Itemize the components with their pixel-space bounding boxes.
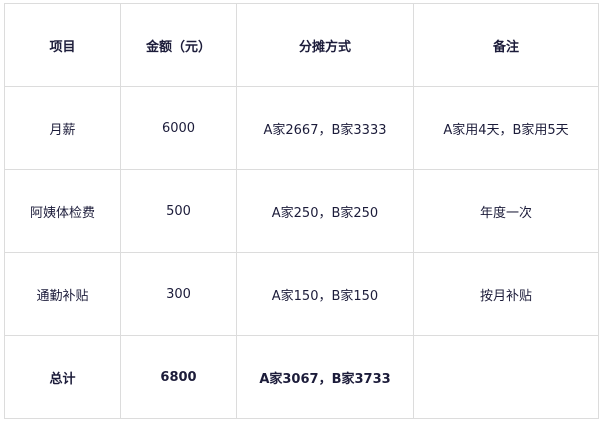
header-notes: 备注 — [413, 3, 599, 87]
cell-amount: 500 — [120, 169, 237, 253]
total-amount: 6800 — [120, 335, 237, 419]
cell-notes: A家用4天，B家用5天 — [413, 86, 599, 170]
header-split-method: 分摊方式 — [236, 3, 414, 87]
total-notes — [413, 335, 599, 419]
cell-amount: 6000 — [120, 86, 237, 170]
cell-split: A家2667，B家3333 — [236, 86, 414, 170]
total-row: 总计 6800 A家3067，B家3733 — [4, 335, 599, 419]
cell-item: 月薪 — [4, 86, 121, 170]
cell-notes: 年度一次 — [413, 169, 599, 253]
header-item: 项目 — [4, 3, 121, 87]
table-row: 通勤补贴 300 A家150，B家150 按月补贴 — [4, 252, 599, 336]
cell-amount: 300 — [120, 252, 237, 336]
cost-sharing-table: 项目 金额（元） 分摊方式 备注 月薪 6000 A家2667，B家3333 A… — [4, 3, 599, 419]
total-split: A家3067，B家3733 — [236, 335, 414, 419]
cell-item: 通勤补贴 — [4, 252, 121, 336]
header-row: 项目 金额（元） 分摊方式 备注 — [4, 3, 599, 87]
total-label: 总计 — [4, 335, 121, 419]
table-row: 阿姨体检费 500 A家250，B家250 年度一次 — [4, 169, 599, 253]
header-amount: 金额（元） — [120, 3, 237, 87]
cell-split: A家250，B家250 — [236, 169, 414, 253]
table-row: 月薪 6000 A家2667，B家3333 A家用4天，B家用5天 — [4, 86, 599, 170]
cell-item: 阿姨体检费 — [4, 169, 121, 253]
cell-notes: 按月补贴 — [413, 252, 599, 336]
cell-split: A家150，B家150 — [236, 252, 414, 336]
